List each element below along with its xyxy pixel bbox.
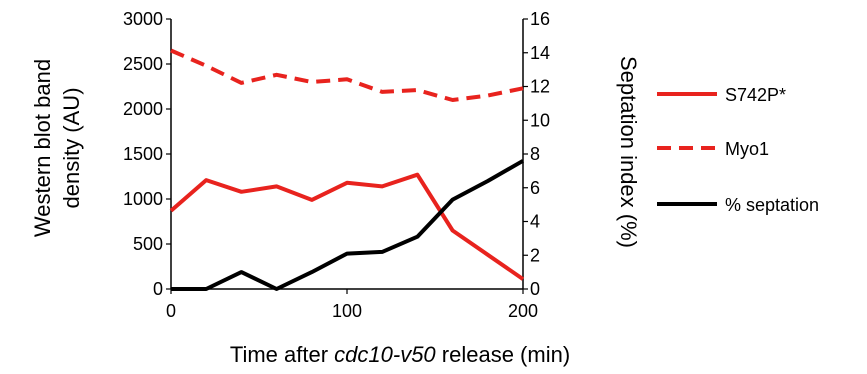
y-right-tick-label: 10: [530, 110, 550, 130]
x-axis-title-italic: cdc10-v50: [334, 342, 436, 367]
y-left-tick-label: 500: [133, 234, 163, 254]
y-right-tick-label: 0: [530, 279, 540, 299]
legend-label-septation: % septation: [725, 195, 819, 215]
axes: [166, 18, 528, 294]
x-axis-title: Time after cdc10-v50 release (min): [230, 342, 570, 367]
x-axis-title-prefix: Time after: [230, 342, 334, 367]
y-right-tick-label: 4: [530, 212, 540, 232]
y-left-tick-label: 2500: [123, 54, 163, 74]
y-left-axis-title-line1: Western blot band: [30, 59, 55, 237]
series-line-myo1: [170, 48, 524, 102]
y-right-tick-label: 16: [530, 9, 550, 29]
series-line-septation: [171, 159, 524, 291]
series-layer: [169, 48, 525, 291]
y-left-tick-label: 2000: [123, 99, 163, 119]
ticks-layer: 0 500 1000 1500 2000 2500 3000 0 2 4 6 8 10 12 14 16 0 10…: [123, 9, 550, 321]
series-line-s742p: [169, 172, 525, 281]
y-right-tick-label: 12: [530, 77, 550, 97]
legend-label-myo1: Myo1: [725, 139, 769, 159]
y-left-tick-label: 3000: [123, 9, 163, 29]
y-right-tick-label: 2: [530, 245, 540, 265]
y-right-tick-label: 8: [530, 144, 540, 164]
y-left-axis-title-line2: density (AU): [59, 87, 84, 208]
x-tick-label: 0: [166, 301, 176, 321]
y-left-tick-label: 1000: [123, 189, 163, 209]
legend-label-s742p: S742P*: [725, 85, 786, 105]
y-left-tick-label: 0: [153, 279, 163, 299]
y-right-axis-title: Septation index (%): [616, 56, 641, 248]
y-left-tick-label: 1500: [123, 144, 163, 164]
legend: S742P* Myo1 % septation: [657, 85, 819, 215]
y-right-tick-label: 14: [530, 43, 550, 63]
x-tick-label: 100: [332, 301, 362, 321]
y-right-tick-label: 6: [530, 178, 540, 198]
x-axis-title-suffix: release (min): [436, 342, 570, 367]
x-tick-label: 200: [508, 301, 538, 321]
